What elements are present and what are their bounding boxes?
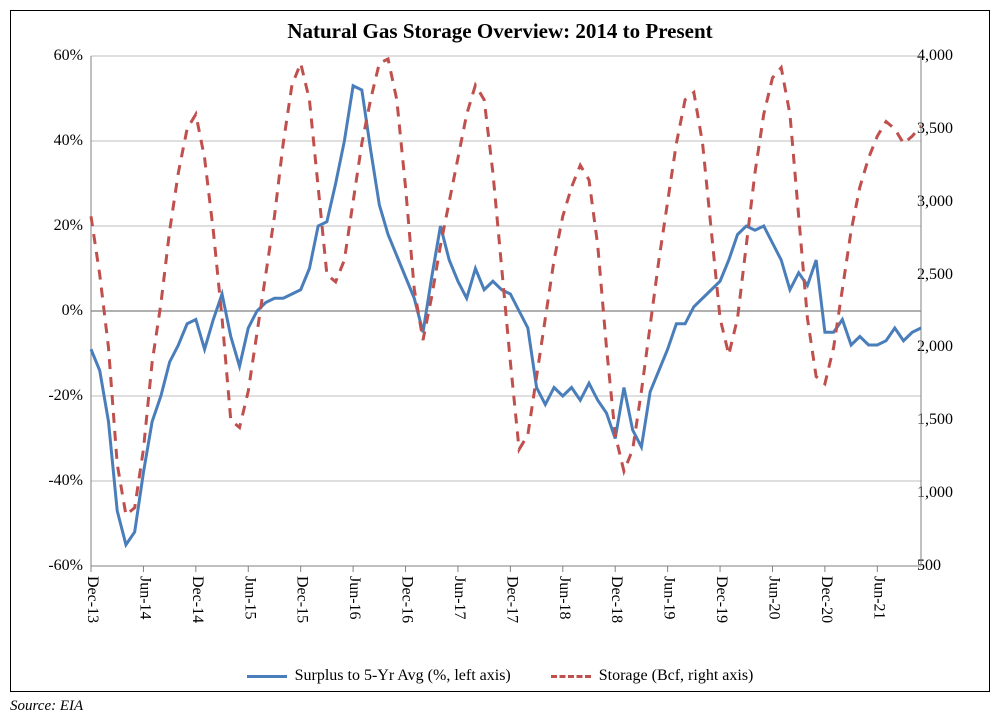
x-tick: Dec-19 [712,576,730,623]
y-left-tick: 0% [11,302,83,320]
y-right-tick: 1,000 [917,484,989,502]
x-tick: Dec-18 [607,576,625,623]
legend-item-surplus: Surplus to 5-Yr Avg (%, left axis) [247,667,511,685]
y-left-tick: 40% [11,132,83,150]
y-right-tick: 1,500 [917,411,989,429]
y-right-tick: 2,500 [917,266,989,284]
y-right-tick: 500 [917,557,989,575]
x-tick: Jun-18 [555,576,573,620]
legend: Surplus to 5-Yr Avg (%, left axis) Stora… [11,665,989,686]
legend-label-storage: Storage (Bcf, right axis) [599,667,754,685]
legend-item-storage: Storage (Bcf, right axis) [551,667,754,685]
series-right [91,59,921,515]
source-attribution: Source: EIA [10,698,988,715]
x-tick: Dec-15 [293,576,311,623]
x-tick: Jun-16 [345,576,363,620]
x-tick: Dec-20 [817,576,835,623]
y-left-tick: -60% [11,557,83,575]
x-tick: Jun-21 [869,576,887,620]
x-tick: Jun-15 [240,576,258,620]
y-left-tick: 60% [11,47,83,65]
x-tick: Jun-19 [660,576,678,620]
x-tick: Jun-17 [450,576,468,620]
plot-area [91,56,921,566]
chart-title: Natural Gas Storage Overview: 2014 to Pr… [11,19,989,44]
legend-swatch-surplus [247,675,287,678]
legend-label-surplus: Surplus to 5-Yr Avg (%, left axis) [295,667,511,685]
chart-container: Natural Gas Storage Overview: 2014 to Pr… [10,10,990,692]
x-tick: Jun-20 [764,576,782,620]
y-right-tick: 3,500 [917,120,989,138]
y-right-tick: 3,000 [917,193,989,211]
y-left-tick: -40% [11,472,83,490]
legend-swatch-storage [551,675,591,678]
x-tick: Dec-14 [188,576,206,623]
y-right-tick: 4,000 [917,47,989,65]
y-left-tick: -20% [11,387,83,405]
x-tick: Jun-14 [135,576,153,620]
y-left-tick: 20% [11,217,83,235]
y-right-tick: 2,000 [917,338,989,356]
x-tick: Dec-13 [83,576,101,623]
x-tick: Dec-17 [502,576,520,623]
x-tick: Dec-16 [398,576,416,623]
